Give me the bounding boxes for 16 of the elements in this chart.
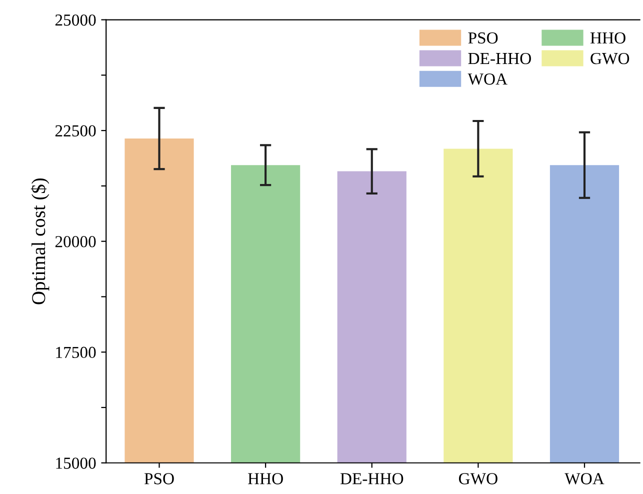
legend-label: HHO: [590, 32, 626, 44]
y-tick-label: 25000: [55, 14, 96, 26]
x-tick-label: HHO: [248, 473, 283, 484]
x-tick-label: DE-HHO: [340, 473, 404, 484]
x-tick-label: PSO: [144, 473, 174, 484]
y-tick-label: 15000: [56, 458, 96, 469]
y-axis-title: Optimal cost ($): [30, 178, 50, 304]
y-tick-label: 17500: [56, 346, 96, 358]
legend-label: PSO: [468, 32, 498, 44]
legend-label: WOA: [468, 73, 508, 85]
legend-label: DE-HHO: [468, 52, 531, 64]
x-tick-label: WOA: [564, 473, 604, 484]
y-tick-label: 22500: [55, 125, 96, 136]
y-tick-label: 20000: [55, 236, 96, 248]
x-tick-label: GWO: [458, 473, 498, 484]
legend-label: GWO: [590, 52, 630, 64]
